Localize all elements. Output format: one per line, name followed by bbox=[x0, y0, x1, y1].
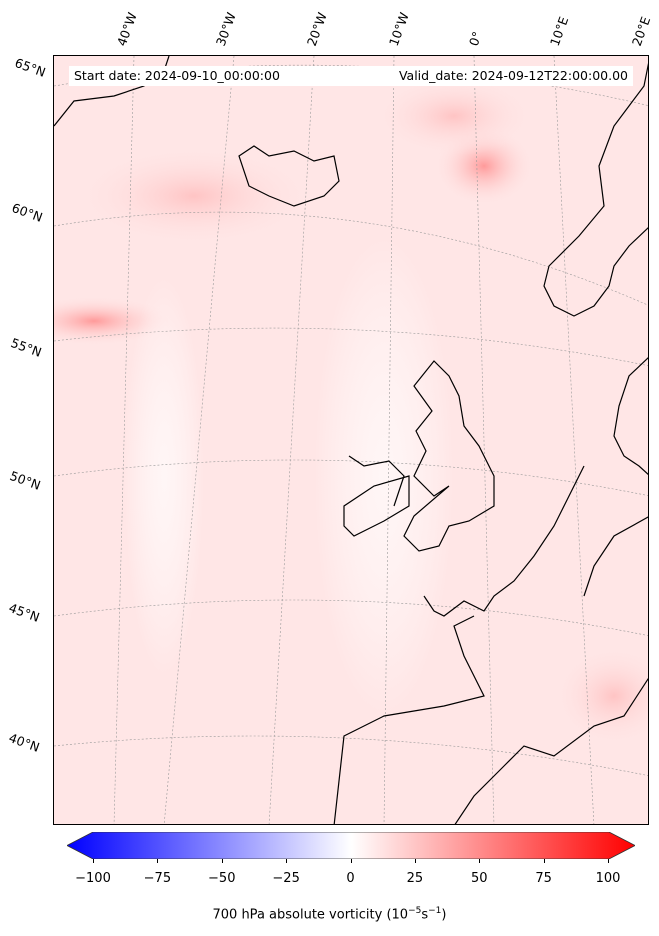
colorbar-tick-label: −25 bbox=[272, 871, 300, 886]
start-date: Start date: 2024-09-10_00:00:00 bbox=[74, 68, 280, 83]
lon-label-10w: 10°W bbox=[385, 10, 412, 48]
colorbar-tick bbox=[608, 859, 609, 863]
coastlines bbox=[54, 56, 648, 824]
lon-label-40w: 40°W bbox=[113, 10, 140, 48]
colorbar-tick bbox=[414, 859, 416, 863]
colorbar-tick bbox=[479, 859, 481, 863]
colorbar-tick bbox=[286, 859, 288, 863]
lon-label-0: 0° bbox=[465, 29, 485, 48]
colorbar-tick-label: 25 bbox=[406, 871, 424, 886]
lat-label-50: 50°N bbox=[7, 468, 43, 493]
colorbar-tick-label: 0 bbox=[346, 871, 355, 886]
colorbar-tick-label: −100 bbox=[75, 871, 111, 886]
info-bar: Start date: 2024-09-10_00:00:00 Valid_da… bbox=[69, 66, 633, 86]
colorbar-tick-label: 50 bbox=[470, 871, 488, 886]
vorticity-map: Start date: 2024-09-10_00:00:00 Valid_da… bbox=[53, 55, 649, 825]
lat-label-60: 60°N bbox=[9, 200, 45, 225]
colorbar-tick bbox=[543, 859, 545, 863]
lon-label-20w: 20°W bbox=[303, 10, 330, 48]
lon-label-10e: 10°E bbox=[546, 14, 572, 48]
colorbar bbox=[67, 832, 635, 859]
valid-date: Valid_date: 2024-09-12T22:00:00.00 bbox=[398, 68, 628, 83]
colorbar-tick bbox=[157, 859, 159, 863]
lat-label-45: 45°N bbox=[6, 600, 42, 625]
colorbar-tick bbox=[93, 859, 94, 863]
lon-label-20e: 20°E bbox=[628, 14, 654, 48]
graticule bbox=[54, 56, 648, 824]
colorbar-tick bbox=[350, 859, 352, 863]
lon-label-30w: 30°W bbox=[212, 10, 239, 48]
colorbar-tick-label: −75 bbox=[143, 871, 172, 886]
colorbar-tick bbox=[221, 859, 223, 863]
lat-label-40: 40°N bbox=[6, 730, 42, 755]
colorbar-label: 700 hPa absolute vorticity (10−5s−1) bbox=[212, 906, 447, 923]
colorbar-tick-label: 100 bbox=[595, 871, 621, 886]
colorbar-tick-label: −50 bbox=[208, 871, 236, 886]
colorbar-tick-label: 75 bbox=[535, 871, 552, 886]
map-field bbox=[54, 56, 648, 824]
lat-label-55: 55°N bbox=[8, 335, 44, 360]
lat-label-65: 65°N bbox=[12, 55, 48, 80]
